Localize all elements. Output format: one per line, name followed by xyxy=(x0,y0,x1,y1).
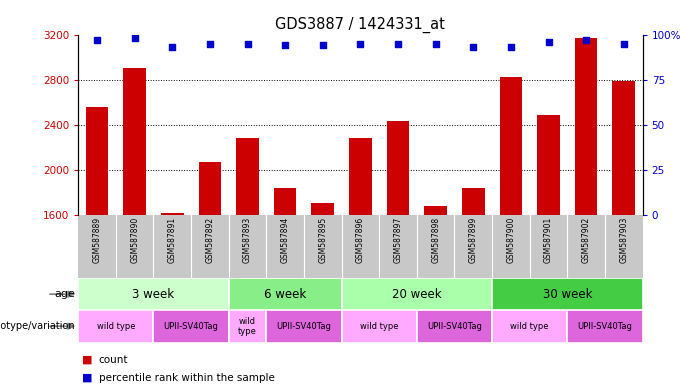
Bar xyxy=(78,310,154,343)
Bar xyxy=(387,121,409,215)
Point xyxy=(355,41,366,47)
Bar xyxy=(492,310,567,343)
Text: GSM587891: GSM587891 xyxy=(168,217,177,263)
Bar xyxy=(492,278,643,310)
Bar xyxy=(78,278,228,310)
Text: genotype/variation: genotype/variation xyxy=(0,321,75,331)
Point xyxy=(205,41,216,47)
Text: 20 week: 20 week xyxy=(392,288,441,301)
Bar xyxy=(424,206,447,215)
Text: UPII-SV40Tag: UPII-SV40Tag xyxy=(577,322,632,331)
Text: GSM587892: GSM587892 xyxy=(205,217,214,263)
Text: count: count xyxy=(99,355,128,365)
Text: wild type: wild type xyxy=(97,322,135,331)
Bar xyxy=(154,310,228,343)
Text: GSM587902: GSM587902 xyxy=(581,217,591,263)
Text: wild type: wild type xyxy=(360,322,398,331)
Point xyxy=(242,41,253,47)
Bar xyxy=(349,138,372,215)
Text: GSM587896: GSM587896 xyxy=(356,217,365,263)
Point xyxy=(279,42,290,48)
Point xyxy=(468,44,479,50)
Title: GDS3887 / 1424331_at: GDS3887 / 1424331_at xyxy=(275,17,445,33)
Point xyxy=(167,44,177,50)
Bar xyxy=(567,310,643,343)
Bar xyxy=(500,78,522,215)
Text: GSM587889: GSM587889 xyxy=(92,217,101,263)
Bar xyxy=(462,188,485,215)
Point xyxy=(92,37,103,43)
Text: GSM587895: GSM587895 xyxy=(318,217,327,263)
Point xyxy=(618,41,629,47)
Bar xyxy=(274,188,296,215)
Text: UPII-SV40Tag: UPII-SV40Tag xyxy=(164,322,218,331)
Text: percentile rank within the sample: percentile rank within the sample xyxy=(99,373,275,383)
Point xyxy=(318,42,328,48)
Bar xyxy=(123,68,146,215)
Text: GSM587890: GSM587890 xyxy=(130,217,139,263)
Point xyxy=(581,37,592,43)
Text: GSM587900: GSM587900 xyxy=(507,217,515,263)
Text: wild type: wild type xyxy=(511,322,549,331)
Bar xyxy=(311,203,334,215)
Text: GSM587901: GSM587901 xyxy=(544,217,553,263)
Bar xyxy=(228,310,267,343)
Point xyxy=(543,39,554,45)
Text: age: age xyxy=(54,289,75,299)
Bar xyxy=(613,81,635,215)
Bar xyxy=(199,162,221,215)
Point xyxy=(505,44,516,50)
Bar xyxy=(341,310,417,343)
Bar xyxy=(236,138,259,215)
Text: GSM587899: GSM587899 xyxy=(469,217,478,263)
Bar xyxy=(417,310,492,343)
Text: GSM587893: GSM587893 xyxy=(243,217,252,263)
Bar xyxy=(161,213,184,215)
Point xyxy=(129,35,140,41)
Bar xyxy=(228,278,341,310)
Text: UPII-SV40Tag: UPII-SV40Tag xyxy=(277,322,331,331)
Text: 3 week: 3 week xyxy=(133,288,175,301)
Text: GSM587903: GSM587903 xyxy=(619,217,628,263)
Point xyxy=(392,41,403,47)
Text: GSM587898: GSM587898 xyxy=(431,217,440,263)
Text: ■: ■ xyxy=(82,373,92,383)
Text: GSM587894: GSM587894 xyxy=(281,217,290,263)
Text: 6 week: 6 week xyxy=(264,288,306,301)
Bar xyxy=(575,38,598,215)
Bar xyxy=(86,107,108,215)
Text: UPII-SV40Tag: UPII-SV40Tag xyxy=(427,322,482,331)
Point xyxy=(430,41,441,47)
Bar xyxy=(341,278,492,310)
Text: GSM587897: GSM587897 xyxy=(394,217,403,263)
Text: wild
type: wild type xyxy=(238,316,257,336)
Bar xyxy=(537,115,560,215)
Text: ■: ■ xyxy=(82,355,92,365)
Text: 30 week: 30 week xyxy=(543,288,592,301)
Bar xyxy=(267,310,341,343)
